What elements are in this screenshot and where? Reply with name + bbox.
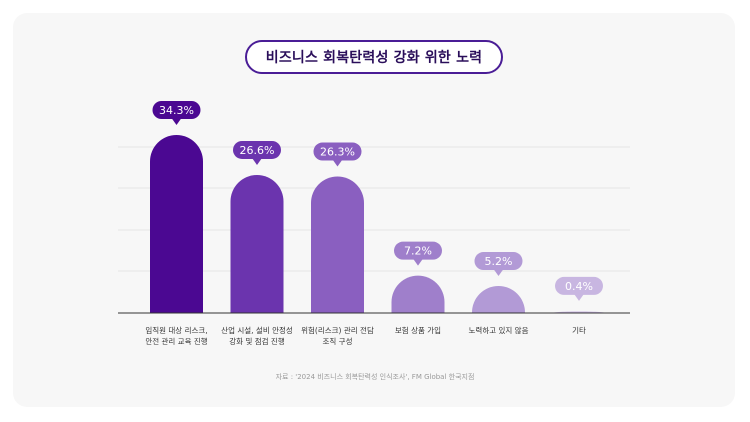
- category-label: 강화 및 점검 진행: [229, 336, 285, 346]
- data-label-bubble: [313, 142, 362, 161]
- category-label: 조직 구성: [323, 336, 353, 346]
- category-label: 임직원 대상 리스크,: [145, 325, 207, 335]
- bar: [230, 174, 284, 313]
- bar: [150, 135, 203, 313]
- category-label: 보험 상품 가입: [395, 325, 441, 335]
- bar: [311, 176, 364, 313]
- data-label: 34.3%: [159, 104, 194, 117]
- data-label-pointer: [413, 258, 423, 266]
- data-label-bubble: [474, 252, 523, 271]
- category-label: 안전 관리 교육 진행: [145, 336, 207, 346]
- data-label: 5.2%: [485, 255, 513, 268]
- category-label: 노력하고 있지 않음: [469, 325, 529, 335]
- data-label-pointer: [252, 157, 262, 165]
- chart-card: [13, 13, 735, 407]
- data-label-bubble: [233, 140, 281, 159]
- data-label-pointer: [171, 118, 182, 125]
- data-label: 7.2%: [404, 245, 432, 258]
- data-label: 0.4%: [565, 280, 593, 293]
- data-label-pointer: [332, 159, 343, 167]
- data-label-bubble: [152, 101, 201, 119]
- bar: [472, 286, 525, 313]
- data-label-bubble: [394, 241, 442, 260]
- category-label: 산업 시설, 설비 안정성: [221, 325, 293, 335]
- chart-title: 비즈니스 회복탄력성 강화 위한 노력: [245, 40, 503, 74]
- data-label: 26.6%: [240, 144, 275, 157]
- data-label: 26.3%: [320, 146, 355, 159]
- category-label: 위험(리스크) 관리 전담: [301, 325, 374, 335]
- bar: [391, 275, 445, 313]
- data-label-bubble: [555, 276, 603, 295]
- source-note: 자료 : '2024 비즈니스 회복탄력성 인식조사', FM Global 한…: [275, 373, 475, 381]
- data-label-pointer: [574, 293, 584, 301]
- category-label: 기타: [572, 326, 586, 335]
- data-label-pointer: [493, 269, 504, 277]
